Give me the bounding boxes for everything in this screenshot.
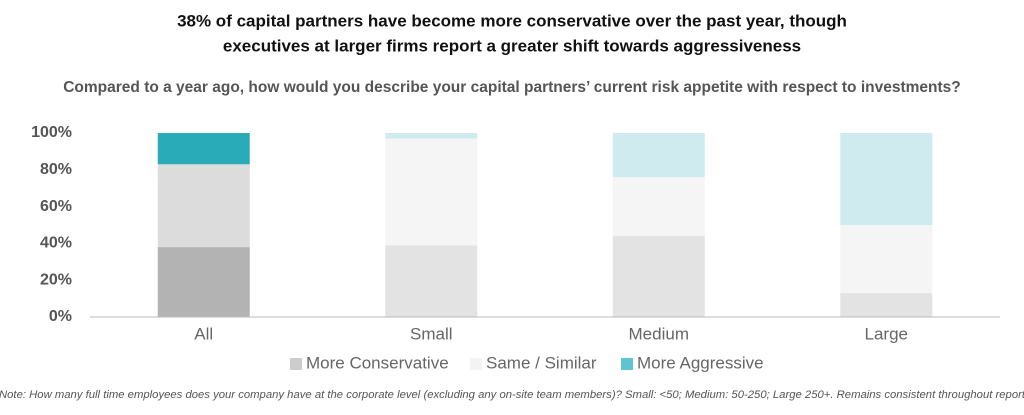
y-tick-label: 60%: [40, 198, 72, 215]
legend-label: More Conservative: [306, 353, 449, 372]
y-tick-label: 0%: [49, 308, 72, 325]
y-tick-label: 80%: [40, 161, 72, 178]
bar-segment: [612, 133, 705, 178]
bar-segment: [157, 247, 250, 317]
x-tick-label: Small: [410, 324, 453, 343]
bar-segment: [157, 164, 250, 248]
bar-segment: [840, 293, 933, 317]
bar-segment: [157, 133, 250, 165]
bar-segment: [612, 177, 705, 237]
chart-title: 38% of capital partners have become more…: [177, 11, 847, 30]
bar-segment: [612, 236, 705, 317]
legend-swatch: [470, 358, 482, 370]
y-tick-label: 100%: [31, 124, 72, 141]
legend-label: More Aggressive: [637, 353, 764, 372]
x-tick-label: All: [194, 324, 213, 343]
chart-title: executives at larger firms report a grea…: [223, 36, 801, 55]
legend-swatch: [290, 358, 302, 370]
legend-label: Same / Similar: [486, 353, 597, 372]
x-tick-label: Large: [865, 324, 908, 343]
bar-segment: [385, 133, 478, 139]
note: Note: How many full time employees does …: [0, 389, 1024, 401]
bar-segment: [385, 245, 478, 317]
bar-segment: [840, 225, 933, 294]
legend-swatch: [621, 358, 633, 370]
y-tick-label: 20%: [40, 271, 72, 288]
y-tick-label: 40%: [40, 235, 72, 252]
x-tick-label: Medium: [629, 324, 689, 343]
chart-subtitle: Compared to a year ago, how would you de…: [63, 79, 961, 96]
bar-segment: [840, 133, 933, 225]
bar-segment: [385, 138, 478, 246]
